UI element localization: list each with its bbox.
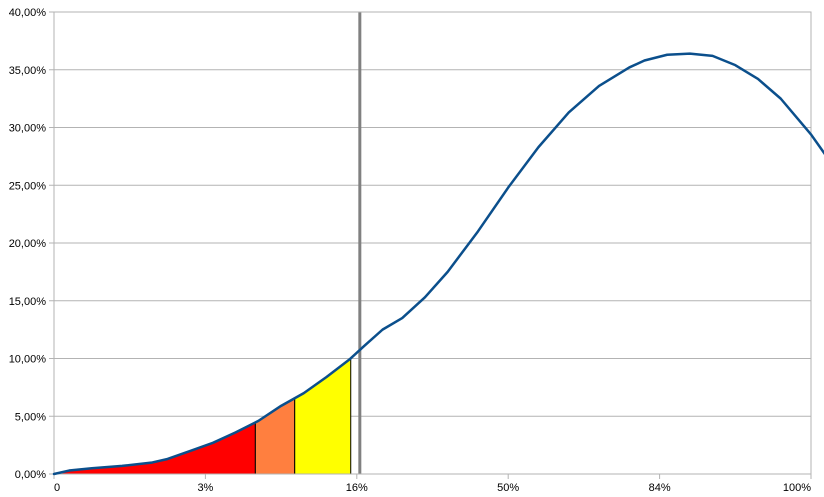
y-tick-label: 25,00% bbox=[9, 180, 47, 192]
y-tick-label: 15,00% bbox=[9, 296, 47, 308]
y-tick-label: 40,00% bbox=[9, 7, 47, 19]
x-tick-label: 3% bbox=[197, 482, 213, 494]
x-tick-label: 100% bbox=[783, 482, 811, 494]
series bbox=[52, 52, 824, 476]
y-tick-label: 0,00% bbox=[15, 469, 46, 481]
x-tick-label: 50% bbox=[497, 482, 519, 494]
x-tick-label: 16% bbox=[346, 482, 368, 494]
plot-frame bbox=[53, 11, 812, 475]
y-tick-label: 20,00% bbox=[9, 238, 47, 250]
y-tick-label: 10,00% bbox=[9, 354, 47, 366]
x-tick-labels: 0 3% 16% 50% 84% 100% bbox=[54, 482, 811, 494]
series-line bbox=[52, 52, 824, 476]
x-tick-label: 0 bbox=[54, 482, 60, 494]
y-tick-label: 30,00% bbox=[9, 123, 47, 135]
y-tick-labels: 0,00% 5,00% 10,00% 15,00% 20,00% 25,00% 30,00%… bbox=[9, 7, 47, 481]
y-tick-label: 5,00% bbox=[15, 411, 46, 423]
shaded-region bbox=[294, 357, 352, 475]
axes bbox=[53, 11, 812, 479]
y-tick-label: 35,00% bbox=[9, 65, 47, 77]
shaded-region bbox=[53, 421, 256, 475]
gridlines bbox=[49, 11, 811, 475]
x-tick-label: 84% bbox=[649, 482, 671, 494]
